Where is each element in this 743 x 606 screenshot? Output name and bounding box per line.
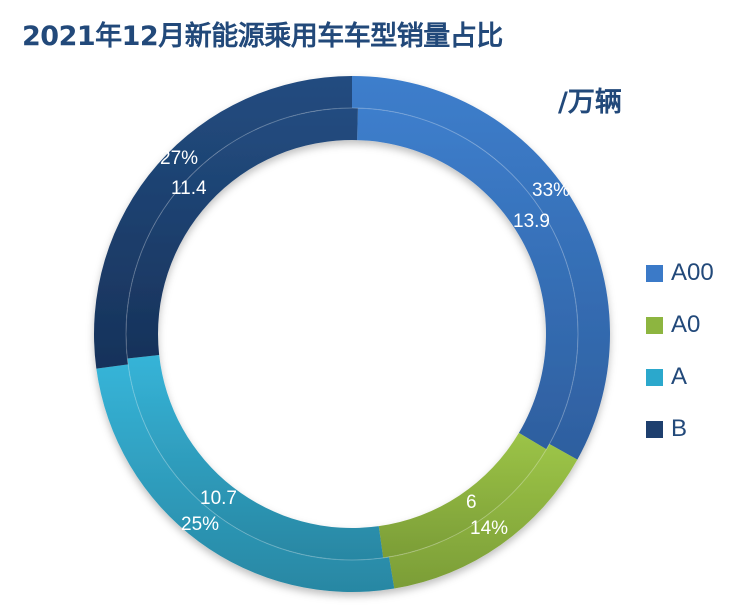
segment-outer-a0: [389, 444, 578, 589]
legend-swatch-a00: [646, 264, 663, 282]
label-b-percent: 27%: [160, 148, 199, 169]
label-a00-percent: 33%: [532, 180, 571, 201]
label-a-percent: 25%: [181, 514, 220, 535]
label-a00-value: 13.9: [513, 211, 550, 232]
segment-outer-a: [96, 364, 395, 592]
segment-outer-a00: [352, 76, 610, 460]
legend: A00 A0 A B: [646, 247, 714, 455]
legend-swatch-a0: [646, 316, 663, 334]
legend-label-b: B: [671, 415, 688, 442]
legend-label-a00: A00: [671, 259, 714, 286]
label-a-value: 10.7: [200, 488, 237, 509]
segment-inner-b: [125, 108, 358, 359]
chart-unit: /万辆: [558, 87, 622, 118]
label-a0-value: 6: [466, 492, 477, 513]
legend-swatch-a: [646, 368, 663, 386]
legend-item-a00[interactable]: A00: [646, 247, 714, 299]
legend-item-b[interactable]: B: [646, 403, 714, 455]
segment-inner-a0: [378, 432, 547, 558]
segment-inner-a: [127, 354, 384, 560]
ring-divider: [125, 107, 579, 561]
segment-inner-a00: [357, 108, 578, 450]
legend-item-a0[interactable]: A0: [646, 299, 714, 351]
legend-label-a: A: [671, 363, 688, 390]
legend-swatch-b: [646, 420, 663, 438]
segment-outer-b: [93, 76, 352, 369]
legend-label-a0: A0: [671, 311, 701, 338]
legend-item-a[interactable]: A: [646, 351, 714, 403]
label-b-value: 11.4: [171, 178, 207, 199]
chart-title: 2021年12月新能源乘用车车型销量占比: [22, 21, 503, 52]
label-a0-percent: 14%: [470, 518, 509, 539]
